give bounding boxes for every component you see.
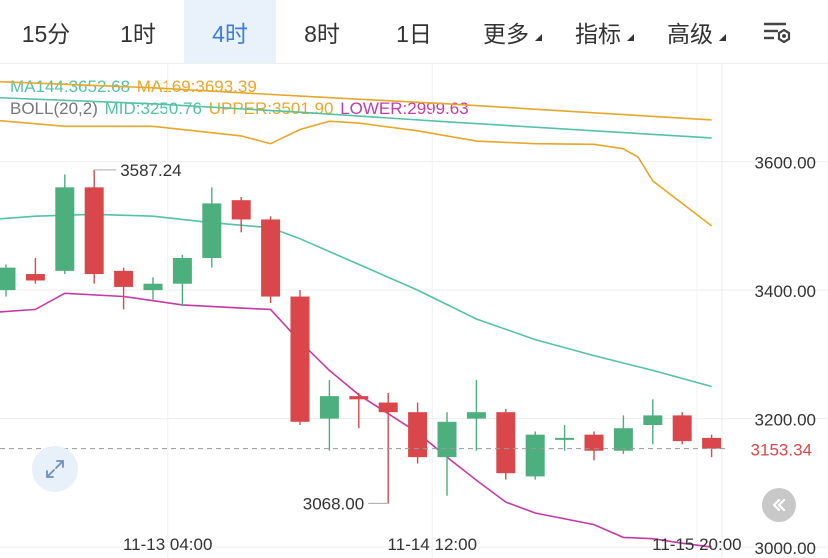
candle-body xyxy=(25,274,45,281)
tab-label: 更多 xyxy=(483,20,529,47)
tab-label: 1时 xyxy=(120,20,156,47)
high-price-label: 3587.24 xyxy=(120,161,181,180)
price-chart[interactable]: 3000.00 3200.00 3400.00 3600.00 3153.34 3587.… xyxy=(0,64,828,558)
low-price-label: 3068.00 xyxy=(303,494,364,513)
candle-body xyxy=(84,187,104,275)
candle-body xyxy=(437,421,457,458)
boll-mid-value: MID:3250.76 xyxy=(104,99,202,118)
candle-body xyxy=(290,296,310,422)
candle-body xyxy=(466,412,486,419)
candle-body xyxy=(55,187,75,271)
boll-upper-value: UPPER:3501.90 xyxy=(208,99,334,118)
candle-body xyxy=(172,258,192,284)
tab-indicators[interactable]: 指标 xyxy=(552,0,644,63)
dropdown-caret-icon xyxy=(719,34,726,41)
tab-label: 指标 xyxy=(575,20,621,47)
ma144-line xyxy=(0,96,712,139)
candle-body xyxy=(555,437,575,440)
candle-body xyxy=(584,434,604,451)
dropdown-caret-icon xyxy=(627,34,634,41)
timeframe-tabbar: 15分 1时 4时 8时 1日 更多 指标 高级 xyxy=(0,0,828,64)
expand-button[interactable] xyxy=(32,446,78,492)
chart-settings-button[interactable] xyxy=(736,0,820,63)
candle-body xyxy=(525,434,545,477)
dropdown-caret-icon xyxy=(535,34,542,41)
candle-body xyxy=(114,270,134,287)
mid-line xyxy=(0,213,712,388)
current-price-label: 3153.34 xyxy=(751,441,812,460)
tab-label: 15分 xyxy=(21,20,71,47)
y-tick-label: 3200.00 xyxy=(755,411,816,430)
candle-body xyxy=(496,412,516,474)
candle-body xyxy=(0,267,16,291)
scroll-to-latest-button[interactable] xyxy=(762,488,796,522)
tab-label: 1日 xyxy=(396,20,432,47)
y-tick-label: 3600.00 xyxy=(755,154,816,173)
boll-label: BOLL(20,2) xyxy=(10,99,98,118)
tab-4h[interactable]: 4时 xyxy=(184,0,276,63)
candle-body xyxy=(202,203,222,259)
chevrons-left-icon xyxy=(772,498,786,512)
candle-body xyxy=(408,412,428,458)
tab-label: 高级 xyxy=(667,20,713,47)
tab-15m[interactable]: 15分 xyxy=(0,0,92,63)
candle-body xyxy=(643,415,663,426)
x-tick-label: 11-15 20:00 xyxy=(652,535,741,554)
tab-1d[interactable]: 1日 xyxy=(368,0,460,63)
tab-1h[interactable]: 1时 xyxy=(92,0,184,63)
upper-line xyxy=(0,119,713,227)
tab-advanced[interactable]: 高级 xyxy=(644,0,736,63)
candle-body xyxy=(231,200,251,220)
candle-body xyxy=(349,396,369,400)
candle-body xyxy=(613,428,633,451)
candle-body xyxy=(672,415,692,442)
candle-body xyxy=(261,219,281,297)
tab-more[interactable]: 更多 xyxy=(460,0,552,63)
x-tick-label: 11-13 04:00 xyxy=(123,535,212,554)
candle-body xyxy=(702,437,722,449)
candle-body xyxy=(319,396,339,419)
y-tick-label: 3400.00 xyxy=(755,282,816,301)
chart-settings-icon xyxy=(764,22,791,43)
candle-body xyxy=(143,283,163,291)
expand-icon xyxy=(46,460,64,478)
tab-8h[interactable]: 8时 xyxy=(276,0,368,63)
candle-body xyxy=(378,402,398,413)
tab-label: 4时 xyxy=(212,20,248,47)
current-price-bg xyxy=(728,434,828,463)
ma169-line xyxy=(0,80,712,121)
x-tick-label: 11-14 12:00 xyxy=(388,535,477,554)
ma144-value: MA144:3652.68 xyxy=(10,77,131,96)
y-tick-label: 3000.00 xyxy=(755,539,816,558)
tab-label: 8时 xyxy=(304,20,340,47)
